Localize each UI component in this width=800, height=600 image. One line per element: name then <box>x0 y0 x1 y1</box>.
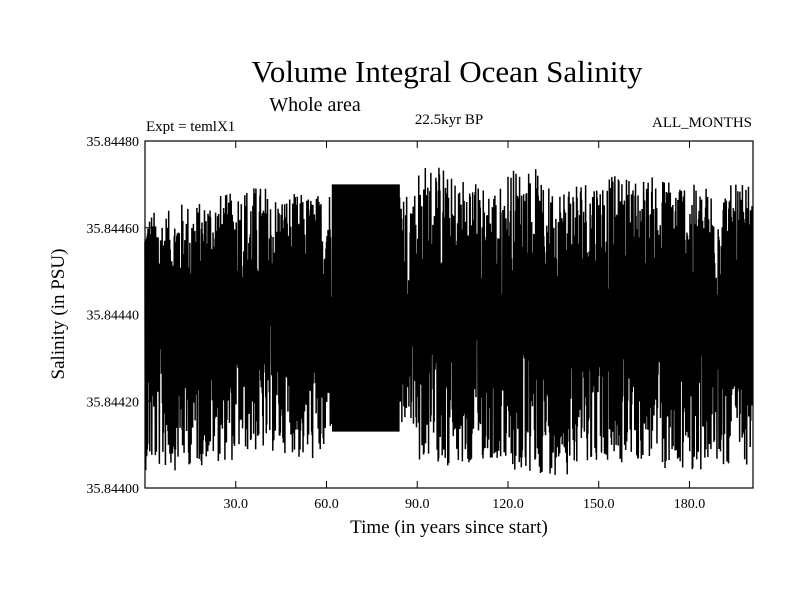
y-tick-label: 35.84480 <box>87 135 140 150</box>
y-tick-label: 35.84420 <box>87 395 140 410</box>
series-layer <box>144 167 754 475</box>
x-tick-label: 60.0 <box>314 497 339 512</box>
x-tick-label: 150.0 <box>583 497 615 512</box>
y-tick-label: 35.84460 <box>87 222 140 237</box>
y-axis-label: Salinity (in PSU) <box>48 249 69 380</box>
chart-title: Volume Integral Ocean Salinity <box>251 54 643 89</box>
x-axis-ticks: 30.0 60.0 90.0 120.0 150.0 180.0 <box>223 141 705 512</box>
y-axis-ticks: 35.84400 35.84420 35.84440 35.84460 35.84480 <box>87 135 753 497</box>
period-label: 22.5kyr BP <box>415 112 483 128</box>
y-tick-label: 35.84400 <box>87 482 140 497</box>
x-tick-label: 180.0 <box>674 497 706 512</box>
months-label: ALL_MONTHS <box>652 115 752 131</box>
x-axis-label: Time (in years since start) <box>350 517 548 538</box>
experiment-label: Expt = temlX1 <box>146 119 235 135</box>
series-salinity-line <box>144 167 754 475</box>
x-tick-label: 120.0 <box>492 497 524 512</box>
x-tick-label: 30.0 <box>223 497 248 512</box>
x-tick-label: 90.0 <box>405 497 430 512</box>
chart-subtitle: Whole area <box>269 94 361 116</box>
y-tick-label: 35.84440 <box>87 309 140 324</box>
